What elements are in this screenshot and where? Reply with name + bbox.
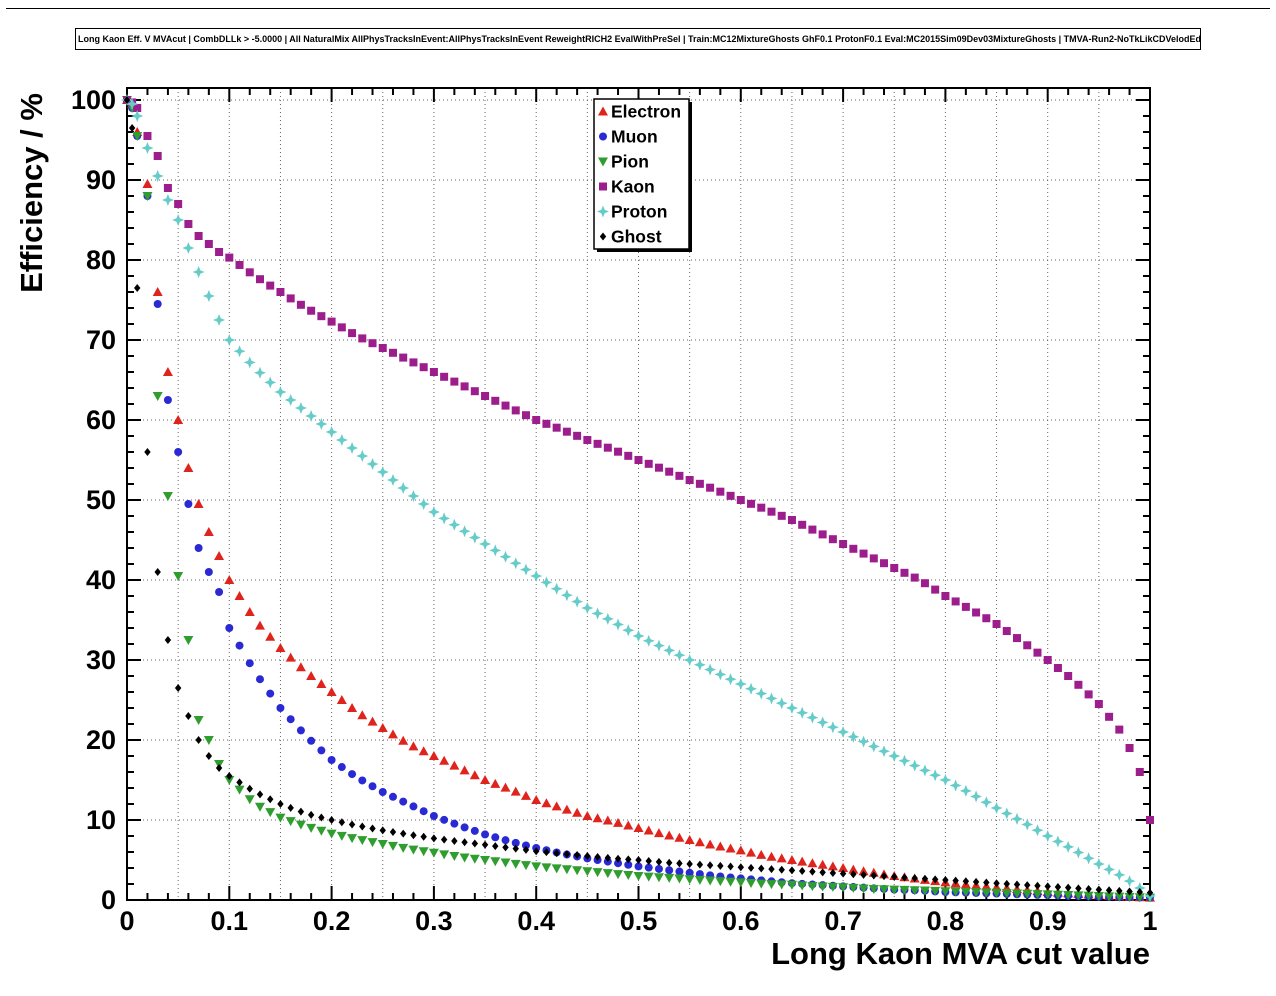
- legend-label: Pion: [611, 152, 649, 172]
- svg-text:0: 0: [101, 885, 116, 915]
- series-kaon: [123, 96, 1154, 824]
- svg-text:0.7: 0.7: [824, 906, 862, 936]
- svg-text:0.9: 0.9: [1029, 906, 1067, 936]
- svg-text:0.6: 0.6: [722, 906, 760, 936]
- svg-text:0.1: 0.1: [211, 906, 249, 936]
- legend-label: Proton: [611, 202, 667, 222]
- canvas-top-border: [6, 8, 1270, 9]
- series-ghost: [123, 96, 1154, 897]
- legend-label: Electron: [611, 102, 681, 122]
- svg-text:80: 80: [86, 245, 116, 275]
- axis-ticks: [126, 88, 1151, 901]
- svg-text:60: 60: [86, 405, 116, 435]
- x-axis-title: Long Kaon MVA cut value: [771, 936, 1150, 971]
- svg-text:100: 100: [71, 85, 116, 115]
- legend-label: Kaon: [611, 177, 655, 197]
- svg-text:30: 30: [86, 645, 116, 675]
- legend-item-proton: Proton: [597, 202, 667, 222]
- x-tick-labels: 0 0.1 0.2 0.3 0.4 0.5 0.6 0.7 0.8 0.9 1: [119, 906, 1157, 936]
- svg-text:1: 1: [1142, 906, 1157, 936]
- svg-text:0.2: 0.2: [313, 906, 351, 936]
- svg-text:40: 40: [86, 565, 116, 595]
- svg-text:0.5: 0.5: [620, 906, 658, 936]
- svg-text:0.8: 0.8: [927, 906, 965, 936]
- svg-text:10: 10: [86, 805, 116, 835]
- legend-label: Muon: [611, 127, 658, 147]
- plot-title: Long Kaon Eff. V MVAcut | CombDLLk > -5.…: [75, 28, 1201, 50]
- legend-item-electron: Electron: [598, 102, 681, 122]
- y-axis-title: Efficiency / %: [14, 93, 49, 293]
- svg-text:70: 70: [86, 325, 116, 355]
- legend-item-pion: Pion: [598, 152, 649, 172]
- legend: Electron Muon Pion Kaon Proton Ghost: [593, 98, 692, 252]
- svg-text:0.4: 0.4: [517, 906, 555, 936]
- legend-label: Ghost: [611, 227, 662, 247]
- svg-text:50: 50: [86, 485, 116, 515]
- legend-item-kaon: Kaon: [599, 177, 655, 197]
- svg-text:0: 0: [119, 906, 134, 936]
- grid: [127, 88, 1150, 900]
- svg-text:90: 90: [86, 165, 116, 195]
- legend-item-muon: Muon: [599, 127, 658, 147]
- svg-text:0.3: 0.3: [415, 906, 453, 936]
- y-tick-labels: 0 10 20 30 40 50 60 70 80 90 100: [71, 85, 116, 915]
- svg-text:20: 20: [86, 725, 116, 755]
- series-pion: [122, 96, 1155, 903]
- legend-item-ghost: Ghost: [599, 227, 662, 247]
